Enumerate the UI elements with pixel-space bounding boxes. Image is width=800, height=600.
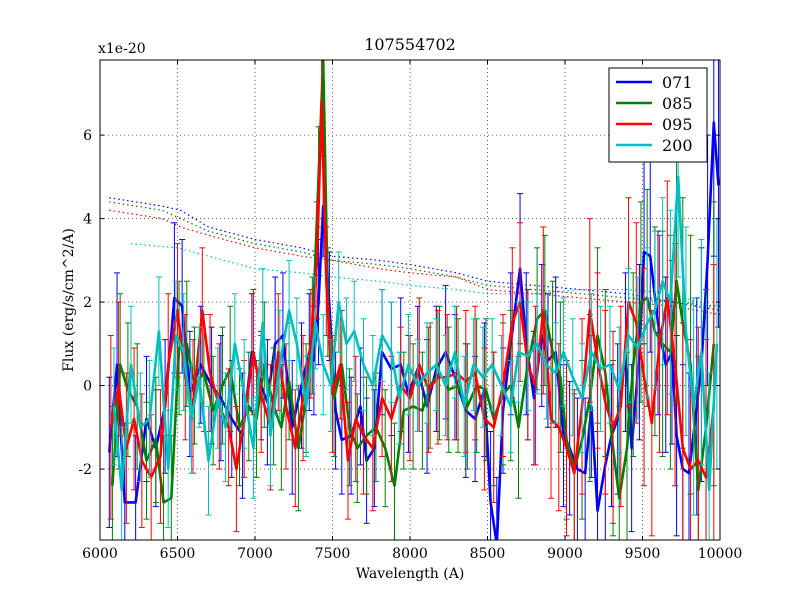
axis-ticks: 6000 6500 7000 7500 8000 8500 9000 9500 10000 -2 0… [78,60,742,562]
y-tick-label: 0 [83,379,92,395]
x-tick-label: 8000 [392,546,428,562]
y-tick-label: -2 [78,462,92,478]
series-line-200 [112,175,719,492]
chart-title: 107554702 [364,35,456,54]
x-tick-label: 8500 [470,546,506,562]
legend-label-085: 085 [662,94,693,113]
series-095 [107,60,717,540]
error-curves [109,197,720,316]
series-line-095 [109,100,716,479]
legend-box [608,67,708,163]
x-tick-label: 6000 [82,546,118,562]
y-axis-label: Flux (erg/s/cm^2/A) [61,228,77,372]
data-series [106,60,720,540]
y-tick-label: 2 [83,295,92,311]
x-tick-label: 9500 [625,546,661,562]
x-tick-label: 7500 [315,546,351,562]
x-tick-label: 6500 [160,546,196,562]
x-axis-label: Wavelength (A) [356,566,465,582]
error-curve-095-error [109,209,720,316]
x-tick-label: 10000 [698,546,743,562]
y-tick-label: 6 [83,128,92,144]
x-tick-label: 9000 [547,546,583,562]
legend-label-200: 200 [662,136,693,155]
error-curve-200-error [130,243,720,311]
legend-label-071: 071 [662,73,693,92]
legend: 071 085 095 200 [608,67,708,163]
offset-label: x1e-20 [98,41,146,57]
legend-label-095: 095 [662,115,693,134]
y-tick-label: 4 [83,212,92,228]
x-tick-label: 7000 [237,546,273,562]
